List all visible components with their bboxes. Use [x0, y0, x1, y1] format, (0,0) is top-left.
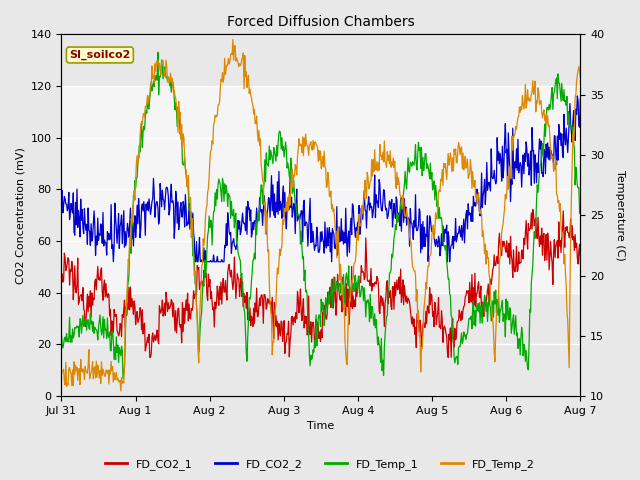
Title: Forced Diffusion Chambers: Forced Diffusion Chambers [227, 15, 415, 29]
Y-axis label: CO2 Concentration (mV): CO2 Concentration (mV) [15, 147, 25, 284]
X-axis label: Time: Time [307, 421, 335, 432]
Bar [61, 86, 580, 293]
Legend: FD_CO2_1, FD_CO2_2, FD_Temp_1, FD_Temp_2: FD_CO2_1, FD_CO2_2, FD_Temp_1, FD_Temp_2 [100, 455, 540, 474]
Y-axis label: Temperature (C): Temperature (C) [615, 170, 625, 261]
Text: SI_soilco2: SI_soilco2 [69, 50, 131, 60]
